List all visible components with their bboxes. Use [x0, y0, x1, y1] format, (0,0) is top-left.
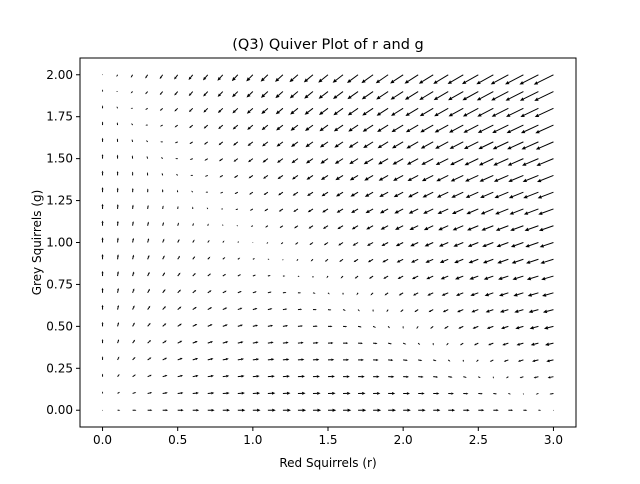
x-axis-label: Red Squirrels (r): [279, 456, 376, 470]
x-tick-label: 3.0: [544, 433, 563, 447]
y-tick-label: 1.00: [46, 236, 73, 250]
x-tick-label: 2.0: [394, 433, 413, 447]
y-tick-label: 0.00: [46, 403, 73, 417]
vector-arrow: [553, 410, 554, 411]
x-tick-label: 0.0: [93, 433, 112, 447]
vector-arrow: [102, 410, 103, 411]
x-tick-label: 1.0: [243, 433, 262, 447]
x-tick-label: 1.5: [318, 433, 337, 447]
chart-title: (Q3) Quiver Plot of r and g: [232, 37, 423, 53]
y-tick-label: 0.75: [46, 277, 73, 291]
vector-arrow: [102, 74, 103, 75]
y-axis-label: Grey Squirrels (g): [30, 190, 44, 296]
y-tick-label: 1.50: [46, 152, 73, 166]
x-tick-label: 0.5: [168, 433, 187, 447]
y-tick-label: 0.25: [46, 361, 73, 375]
y-tick-label: 1.75: [46, 110, 73, 124]
y-tick-label: 2.00: [46, 68, 73, 82]
x-tick-label: 2.5: [469, 433, 488, 447]
vector-arrow: [252, 242, 253, 243]
y-tick-label: 1.25: [46, 194, 73, 208]
y-tick-label: 0.50: [46, 319, 73, 333]
